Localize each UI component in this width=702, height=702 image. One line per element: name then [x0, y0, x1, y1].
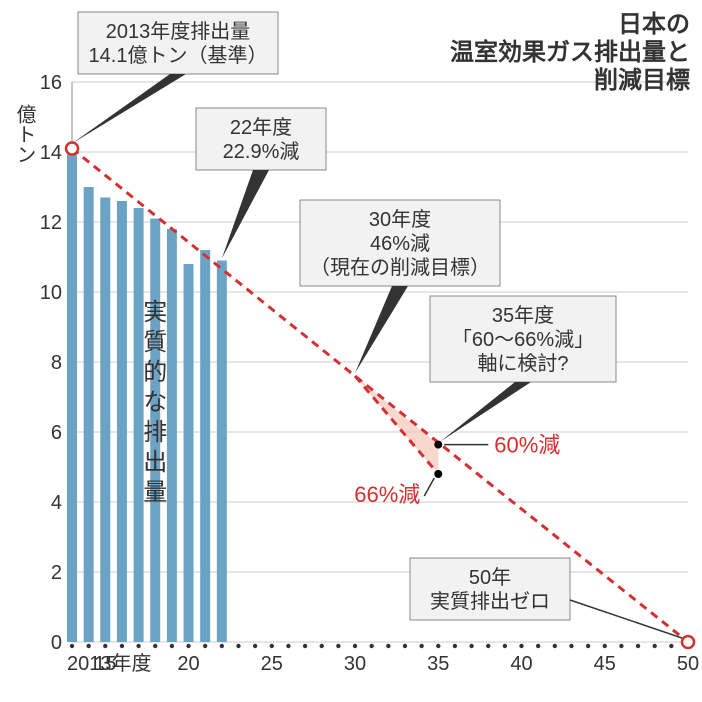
marker-66 [434, 470, 442, 478]
vertical-label-char: 排 [143, 419, 167, 446]
xaxis-dot [603, 644, 607, 648]
annotation-2013-text: 14.1億トン（基準） [89, 44, 268, 67]
emissions-bar [200, 250, 210, 642]
chart-title-3: 削減目標 [594, 67, 690, 94]
leader-66 [424, 478, 434, 496]
emissions-bar [217, 261, 227, 643]
y-tick-label: 6 [51, 422, 62, 444]
xaxis-dot [170, 644, 174, 648]
chart-title-1: 日本の [618, 11, 690, 38]
xaxis-dot [303, 644, 307, 648]
xaxis-dot [503, 644, 507, 648]
y-tick-label: 0 [51, 632, 62, 654]
chart-svg: 0246810121416億トン2013年度1520253035404550日本… [0, 0, 702, 702]
annotation-2022-text: 22.9%減 [223, 140, 300, 163]
xaxis-dot [653, 644, 657, 648]
annotation-2030-callout [355, 286, 408, 373]
annotation-2030-text: 46%減 [370, 232, 430, 255]
x-tick-label: 20 [177, 653, 199, 675]
x-tick-label: 40 [510, 653, 532, 675]
emissions-bar [167, 229, 177, 642]
emissions-bar [84, 187, 94, 642]
chart-title-2: 温室効果ガス排出量と [450, 38, 690, 66]
xaxis-dot [386, 644, 390, 648]
vertical-label-char: 質 [143, 329, 167, 356]
xaxis-dot [419, 644, 423, 648]
chart-container: 0246810121416億トン2013年度1520253035404550日本… [0, 0, 702, 702]
annotation-2022-text: 22年度 [230, 116, 292, 139]
y-axis-unit: 億トン [13, 104, 36, 164]
xaxis-dot [186, 644, 190, 648]
xaxis-dot [70, 644, 74, 648]
annotation-2030-text: 30年度 [369, 208, 431, 231]
annotation-2050-text: 50年 [469, 566, 511, 589]
x-tick-label: 35 [427, 653, 449, 675]
xaxis-dot [320, 644, 324, 648]
xaxis-dot [403, 644, 407, 648]
xaxis-dot [253, 644, 257, 648]
x-tick-label: 15 [94, 653, 116, 675]
emissions-bar [134, 208, 144, 642]
annotation-2030-text: （現在の削減目標） [310, 256, 490, 279]
vertical-label-char: 量 [143, 479, 167, 506]
annotation-2050-leader [570, 600, 682, 638]
annotation-2013-text: 2013年度排出量 [106, 20, 251, 43]
y-tick-label: 14 [40, 142, 62, 164]
xaxis-dot [153, 644, 157, 648]
marker-end_marker [682, 636, 694, 648]
xaxis-dot [586, 644, 590, 648]
xaxis-dot [453, 644, 457, 648]
xaxis-dot [619, 644, 623, 648]
xaxis-dot [569, 644, 573, 648]
xaxis-dot [519, 644, 523, 648]
emissions-bar [184, 264, 194, 642]
vertical-label-char: 的 [143, 359, 167, 386]
x-tick-label: 45 [594, 653, 616, 675]
xaxis-dot [553, 644, 557, 648]
marker-start_marker [66, 143, 78, 155]
y-tick-label: 2 [51, 562, 62, 584]
xaxis-dot [369, 644, 373, 648]
x-tick-label: 30 [344, 653, 366, 675]
emissions-bar [100, 198, 110, 643]
annotation-2050-text: 実質排出ゼロ [430, 590, 550, 613]
xaxis-dot [103, 644, 107, 648]
annotation-2035-text: 軸に検討? [477, 352, 568, 375]
xaxis-dot [436, 644, 440, 648]
x-tick-label: 25 [261, 653, 283, 675]
xaxis-dot [486, 644, 490, 648]
y-tick-label: 12 [40, 212, 62, 234]
annotation-2022-callout [222, 170, 269, 259]
xaxis-dot [336, 644, 340, 648]
xaxis-dot [536, 644, 540, 648]
xaxis-dot [636, 644, 640, 648]
x-tick-label: 50 [677, 653, 699, 675]
annotation-2035-text: 35年度 [492, 304, 554, 327]
vertical-label-char: 実 [143, 299, 167, 326]
annotation-2035-text: 「60～66%減」 [452, 328, 594, 351]
xaxis-dot [236, 644, 240, 648]
xaxis-dot [86, 644, 90, 648]
vertical-label-char: 出 [143, 449, 167, 476]
xaxis-dot [203, 644, 207, 648]
y-tick-label: 4 [51, 492, 62, 514]
xaxis-dot [469, 644, 473, 648]
xaxis-dot [669, 644, 673, 648]
xaxis-dot [136, 644, 140, 648]
annotation-2013-callout [72, 74, 186, 144]
xaxis-dot [220, 644, 224, 648]
xaxis-dot [270, 644, 274, 648]
emissions-bar [67, 149, 77, 643]
xaxis-dot [120, 644, 124, 648]
xaxis-dot [286, 644, 290, 648]
emissions-bar [117, 201, 127, 642]
marker-60 [434, 441, 442, 449]
label-66: 66%減 [354, 482, 420, 507]
y-tick-label: 16 [40, 72, 62, 94]
y-tick-label: 10 [40, 282, 62, 304]
label-60: 60%減 [494, 433, 560, 458]
xaxis-dot [353, 644, 357, 648]
vertical-label-char: な [143, 389, 167, 416]
y-tick-label: 8 [51, 352, 62, 374]
